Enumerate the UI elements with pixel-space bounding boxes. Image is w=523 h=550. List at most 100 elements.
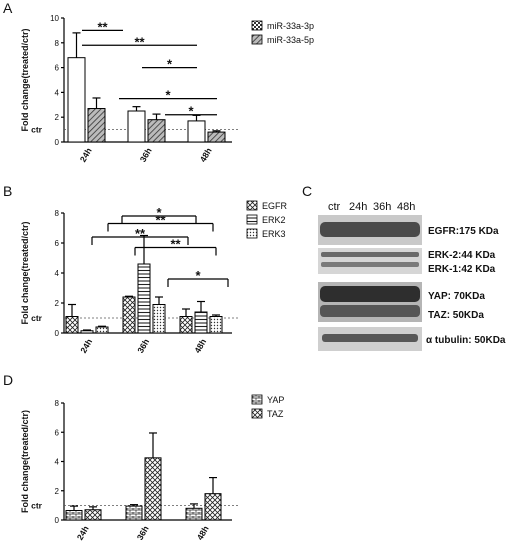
bar xyxy=(67,57,86,143)
legend-label: EGFR xyxy=(262,201,288,211)
y-tick-label: 4 xyxy=(55,88,60,97)
y-tick-label: 8 xyxy=(55,39,60,48)
legend-swatch xyxy=(246,200,258,211)
bar xyxy=(87,108,106,143)
y-tick-label: 8 xyxy=(55,399,60,408)
legend-label: miR-33a-5p xyxy=(267,35,314,45)
bar xyxy=(185,507,203,521)
bar xyxy=(65,316,79,334)
blot-band xyxy=(320,286,420,302)
x-category-label: 24h xyxy=(78,146,94,164)
significance-label: ** xyxy=(135,226,146,241)
bar xyxy=(122,296,136,334)
legend-swatch xyxy=(246,228,258,239)
bar xyxy=(204,493,222,521)
ctr-label: ctr xyxy=(31,313,43,323)
legend-swatch xyxy=(251,20,263,31)
blot-band xyxy=(321,262,419,267)
bar xyxy=(127,110,146,143)
blot-band-label-yap: YAP: 70KDa xyxy=(428,291,485,302)
y-tick-label: 6 xyxy=(55,239,60,248)
y-axis-title: Fold change(treated/ctr) xyxy=(20,410,30,513)
blot-lane-label: ctr xyxy=(328,201,341,213)
legend-swatch xyxy=(251,34,263,45)
y-axis-title: Fold change(treated/ctr) xyxy=(20,28,30,131)
blot-lane-label: 36h xyxy=(373,201,391,213)
bar xyxy=(137,263,151,334)
x-category-label: 48h xyxy=(192,337,208,355)
bar xyxy=(125,505,143,521)
panel-letter-d: D xyxy=(3,372,14,388)
bar xyxy=(187,120,206,143)
western-blot: ctr 24h 36h 48h EGFR:175 KDa ERK-2:44 KD… xyxy=(318,201,506,351)
legend-swatch xyxy=(251,394,263,405)
y-tick-label: 2 xyxy=(55,299,60,308)
significance-label: * xyxy=(188,104,194,119)
legend-label: ERK3 xyxy=(262,229,286,239)
blot-band-label-taz: TAZ: 50KDa xyxy=(428,310,484,321)
y-tick-label: 2 xyxy=(55,487,60,496)
bar xyxy=(144,457,162,521)
ctr-label: ctr xyxy=(31,500,43,510)
significance-label: * xyxy=(156,205,162,220)
panel-letter-c: C xyxy=(302,183,313,199)
bar xyxy=(194,311,208,334)
significance-label: ** xyxy=(170,237,181,252)
bar xyxy=(84,509,102,521)
x-category-label: 48h xyxy=(195,524,211,542)
significance-label: ** xyxy=(134,34,145,49)
blot-band-label-erk1: ERK-1:42 KDa xyxy=(428,264,496,275)
panel-letter-b: B xyxy=(3,183,13,199)
significance-label: ** xyxy=(97,19,108,34)
significance-label: ** xyxy=(155,213,166,228)
bar xyxy=(95,326,109,334)
bar xyxy=(179,316,193,334)
y-tick-label: 6 xyxy=(55,64,60,73)
x-category-label: 24h xyxy=(75,524,91,542)
y-tick-label: 2 xyxy=(55,113,60,122)
blot-band-label-erk2: ERK-2:44 KDa xyxy=(428,250,496,261)
legend-label: miR-33a-3p xyxy=(267,21,314,31)
y-tick-label: 0 xyxy=(55,329,60,338)
blot-band xyxy=(320,305,420,317)
bar xyxy=(207,131,226,143)
y-tick-label: 10 xyxy=(50,14,59,23)
blot-lane-label: 24h xyxy=(349,201,367,213)
panel-letter-a: A xyxy=(3,0,13,16)
x-category-label: 36h xyxy=(135,524,151,542)
x-category-label: 48h xyxy=(198,146,214,164)
blot-band xyxy=(320,222,420,237)
y-tick-label: 4 xyxy=(55,269,60,278)
y-tick-label: 0 xyxy=(55,138,60,147)
significance-label: * xyxy=(195,268,201,283)
significance-label: * xyxy=(167,57,173,72)
y-tick-label: 0 xyxy=(55,516,60,525)
legend-label: YAP xyxy=(267,395,284,405)
blot-band-label-egfr: EGFR:175 KDa xyxy=(428,226,499,237)
legend-label: ERK2 xyxy=(262,215,286,225)
blot-band xyxy=(322,334,418,342)
blot-band xyxy=(321,252,419,257)
blot-strip-erk xyxy=(318,248,422,274)
bar xyxy=(209,316,223,334)
legend-swatch xyxy=(246,214,258,225)
ctr-label: ctr xyxy=(31,125,43,135)
bar xyxy=(147,119,166,143)
y-tick-label: 8 xyxy=(55,209,60,218)
legend-swatch xyxy=(251,408,263,419)
y-tick-label: 4 xyxy=(55,458,60,467)
x-category-label: 36h xyxy=(135,337,151,355)
bar xyxy=(80,330,94,334)
y-axis-title: Fold change(treated/ctr) xyxy=(20,221,30,324)
legend-label: TAZ xyxy=(267,409,284,419)
x-category-label: 24h xyxy=(78,337,94,355)
x-category-label: 36h xyxy=(138,146,154,164)
bar xyxy=(152,304,166,334)
blot-band-label-tubulin: α tubulin: 50KDa xyxy=(426,335,506,346)
blot-lane-label: 48h xyxy=(397,201,415,213)
significance-label: * xyxy=(165,88,171,103)
